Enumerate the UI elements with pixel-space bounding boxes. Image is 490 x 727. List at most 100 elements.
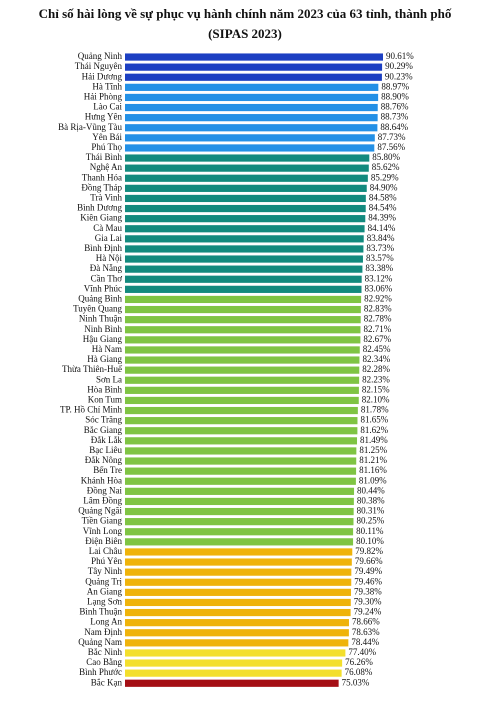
y-tick-label: Đà Nẵng bbox=[90, 263, 123, 273]
bar bbox=[125, 265, 363, 273]
value-label: 83.73% bbox=[366, 243, 394, 253]
value-label: 88.76% bbox=[381, 102, 409, 112]
y-tick-label: Bắc Ninh bbox=[88, 647, 123, 657]
y-tick-label: Quảng Trị bbox=[85, 576, 122, 586]
bar bbox=[125, 53, 383, 61]
value-label: 82.92% bbox=[364, 294, 392, 304]
value-label: 81.65% bbox=[360, 415, 388, 425]
bar bbox=[125, 103, 378, 112]
y-tick-label: Lào Cai bbox=[93, 102, 122, 112]
value-label: 82.28% bbox=[362, 364, 390, 374]
bar bbox=[125, 235, 364, 243]
value-label: 83.57% bbox=[366, 253, 394, 263]
bar bbox=[125, 538, 354, 546]
bar bbox=[125, 629, 349, 637]
y-tick-label: Bắc Giang bbox=[84, 425, 123, 435]
y-tick-label: Long An bbox=[90, 617, 122, 627]
y-tick-label: Thanh Hóa bbox=[82, 172, 122, 182]
value-label: 77.40% bbox=[348, 647, 376, 657]
value-label: 80.31% bbox=[357, 506, 385, 516]
value-label: 79.66% bbox=[355, 556, 383, 566]
y-tick-label: Bắc Kạn bbox=[91, 677, 123, 687]
y-tick-label: An Giang bbox=[87, 586, 123, 596]
bar bbox=[125, 619, 349, 627]
bar bbox=[125, 507, 354, 516]
value-label: 82.67% bbox=[363, 334, 391, 344]
chart-subtitle: (SIPAS 2023) bbox=[208, 26, 282, 41]
y-tick-label: Thái Nguyên bbox=[75, 61, 123, 71]
bar bbox=[125, 467, 357, 475]
bar bbox=[125, 285, 362, 293]
y-tick-label: Tuyên Quang bbox=[73, 304, 122, 314]
y-tick-label: Kiên Giang bbox=[80, 213, 122, 223]
y-tick-label: Quảng Ngãi bbox=[78, 506, 122, 516]
y-tick-label: Hưng Yên bbox=[85, 112, 123, 122]
y-tick-label: Lâm Đồng bbox=[83, 496, 122, 506]
value-label: 82.23% bbox=[362, 374, 390, 384]
y-tick-label: TP. Hồ Chí Minh bbox=[60, 405, 123, 415]
y-tick-label: Cà Mau bbox=[93, 223, 122, 233]
y-tick-label: Bình Thuận bbox=[79, 607, 122, 617]
bar bbox=[125, 417, 358, 425]
y-tick-label: Bình Phước bbox=[79, 667, 122, 677]
y-tick-label: Gia Lai bbox=[95, 233, 123, 243]
y-tick-label: Lạng Sơn bbox=[87, 597, 123, 607]
value-label: 82.71% bbox=[364, 324, 392, 334]
bar bbox=[125, 578, 352, 586]
value-label: 79.49% bbox=[354, 566, 382, 576]
chart-title: Chỉ số hài lòng về sự phục vụ hành chính… bbox=[39, 6, 452, 21]
value-label: 78.44% bbox=[351, 637, 379, 647]
bar bbox=[125, 134, 375, 142]
value-label: 79.46% bbox=[354, 576, 382, 586]
y-tick-label: Phú Thọ bbox=[91, 142, 122, 152]
value-label: 83.06% bbox=[365, 283, 393, 293]
value-label: 88.97% bbox=[381, 81, 409, 91]
value-label: 85.62% bbox=[372, 162, 400, 172]
bar bbox=[125, 548, 353, 556]
y-tick-label: Thái Bình bbox=[86, 152, 123, 162]
y-tick-label: Sơn La bbox=[96, 374, 122, 384]
bar bbox=[125, 93, 379, 102]
bar bbox=[125, 114, 378, 122]
value-label: 84.54% bbox=[369, 203, 397, 213]
bar bbox=[125, 164, 369, 172]
y-tick-label: Tây Ninh bbox=[88, 566, 123, 576]
bar bbox=[125, 83, 379, 91]
value-label: 88.64% bbox=[380, 122, 408, 132]
bar bbox=[125, 326, 361, 334]
y-tick-label: Bình Dương bbox=[77, 203, 122, 213]
bar bbox=[125, 477, 356, 485]
bar bbox=[125, 406, 358, 415]
bar bbox=[125, 215, 366, 223]
y-tick-label: Tiền Giang bbox=[82, 516, 123, 526]
y-tick-label: Sóc Trăng bbox=[85, 415, 122, 425]
y-tick-label: Hà Giang bbox=[87, 354, 122, 364]
bar bbox=[125, 518, 354, 526]
y-tick-label: Điện Biên bbox=[85, 536, 122, 546]
y-tick-label: Nghệ An bbox=[90, 162, 123, 172]
bar bbox=[125, 255, 363, 263]
y-tick-label: Khánh Hòa bbox=[81, 475, 122, 485]
bar bbox=[125, 184, 367, 192]
bar bbox=[125, 487, 355, 495]
bar bbox=[125, 124, 378, 132]
y-tick-label: Cần Thơ bbox=[91, 273, 123, 283]
y-tick-label: Bạc Liêu bbox=[89, 445, 122, 455]
bar bbox=[125, 568, 352, 576]
bar bbox=[125, 457, 357, 465]
value-label: 83.38% bbox=[365, 263, 393, 273]
bar bbox=[125, 73, 382, 81]
value-label: 82.78% bbox=[364, 314, 392, 324]
y-tick-label: Trà Vinh bbox=[90, 193, 122, 203]
bar bbox=[125, 639, 349, 647]
value-label: 76.08% bbox=[345, 667, 373, 677]
bar bbox=[125, 396, 359, 405]
value-label: 84.90% bbox=[370, 182, 398, 192]
value-label: 82.83% bbox=[364, 304, 392, 314]
y-tick-label: Hà Nam bbox=[92, 344, 122, 354]
value-label: 82.34% bbox=[362, 354, 390, 364]
bar bbox=[125, 275, 362, 283]
y-tick-label: Bà Rịa-Vũng Tàu bbox=[58, 122, 122, 132]
value-label: 78.66% bbox=[352, 617, 380, 627]
